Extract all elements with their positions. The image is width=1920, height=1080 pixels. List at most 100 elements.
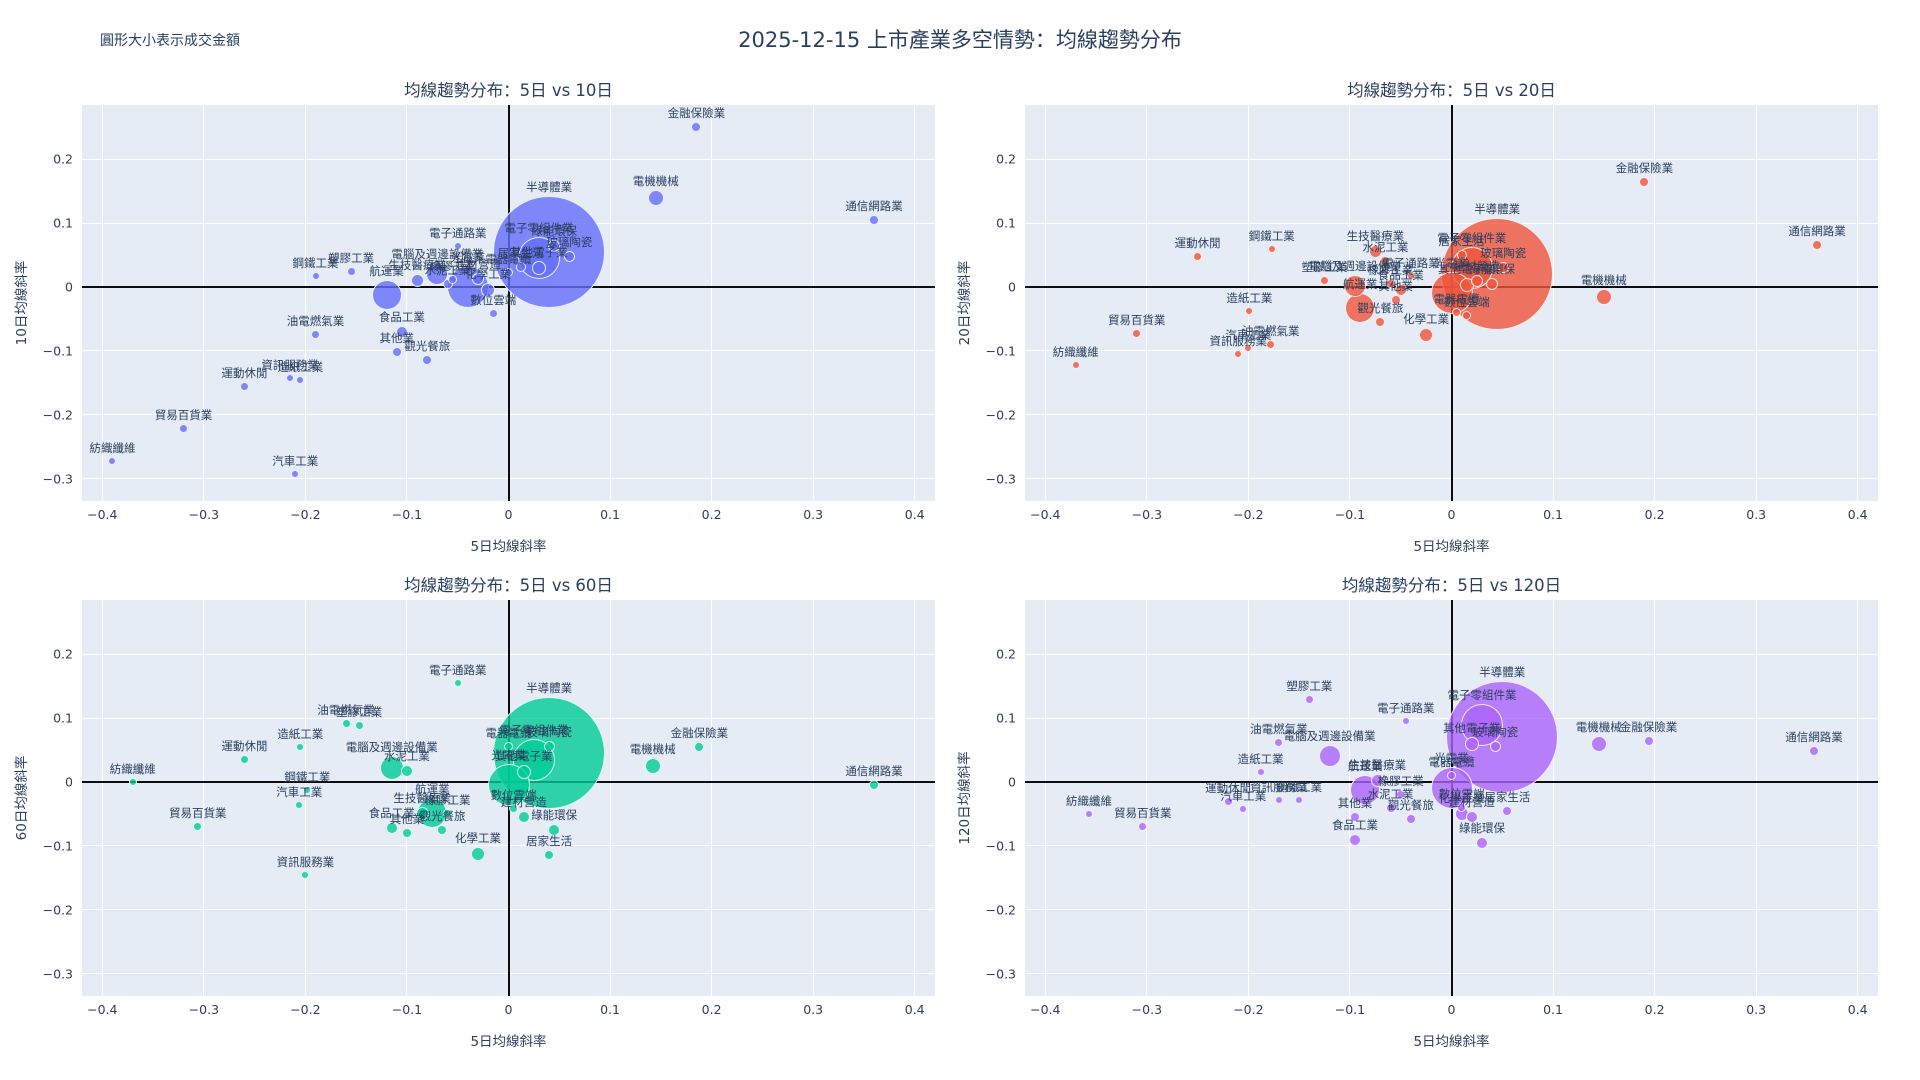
industry-bubble[interactable] <box>1812 239 1823 250</box>
industry-bubble[interactable] <box>1406 271 1415 280</box>
industry-bubble[interactable] <box>1396 790 1406 800</box>
industry-bubble[interactable] <box>286 373 295 382</box>
industry-bubble[interactable] <box>295 801 304 810</box>
industry-bubble[interactable] <box>1590 735 1607 752</box>
industry-bubble[interactable] <box>1318 745 1341 768</box>
industry-bubble[interactable] <box>354 721 364 731</box>
industry-bubble[interactable] <box>346 266 356 276</box>
industry-bubble[interactable] <box>453 241 462 250</box>
industry-bubble[interactable] <box>301 870 310 879</box>
industry-bubble[interactable] <box>548 823 561 836</box>
industry-bubble[interactable] <box>395 325 408 338</box>
industry-bubble[interactable] <box>1419 327 1434 342</box>
industry-bubble[interactable] <box>1489 740 1501 752</box>
industry-bubble[interactable] <box>1470 274 1483 287</box>
industry-bubble[interactable] <box>1245 307 1254 316</box>
industry-bubble[interactable] <box>1452 308 1462 318</box>
industry-bubble[interactable] <box>1456 250 1467 261</box>
industry-bubble[interactable] <box>1401 717 1410 726</box>
industry-bubble[interactable] <box>543 741 555 753</box>
industry-bubble[interactable] <box>437 824 448 835</box>
industry-bubble[interactable] <box>481 283 496 298</box>
industry-bubble[interactable] <box>647 189 664 206</box>
industry-bubble[interactable] <box>471 847 486 862</box>
industry-bubble[interactable] <box>1370 773 1384 787</box>
industry-bubble[interactable] <box>504 742 513 752</box>
industry-bubble[interactable] <box>303 785 312 794</box>
industry-bubble[interactable] <box>379 755 404 780</box>
industry-bubble[interactable] <box>1267 244 1276 253</box>
industry-bubble[interactable] <box>1386 279 1396 289</box>
industry-bubble[interactable] <box>415 807 429 821</box>
industry-bubble[interactable] <box>400 764 413 777</box>
industry-bubble[interactable] <box>1385 802 1396 813</box>
industry-bubble[interactable] <box>1639 176 1650 187</box>
industry-bubble[interactable] <box>1447 771 1456 781</box>
industry-bubble[interactable] <box>1274 795 1283 804</box>
industry-bubble[interactable] <box>517 811 530 824</box>
industry-bubble[interactable] <box>1643 735 1654 746</box>
industry-bubble[interactable] <box>509 804 519 814</box>
industry-bubble[interactable] <box>472 273 485 286</box>
industry-bubble[interactable] <box>453 679 462 688</box>
industry-bubble[interactable] <box>401 828 412 839</box>
industry-bubble[interactable] <box>1223 796 1233 806</box>
industry-bubble[interactable] <box>239 381 249 391</box>
industry-bubble[interactable] <box>1239 804 1248 813</box>
industry-bubble[interactable] <box>644 758 661 775</box>
industry-bubble[interactable] <box>1344 274 1367 297</box>
industry-bubble[interactable] <box>1595 289 1612 306</box>
industry-bubble[interactable] <box>1193 251 1203 261</box>
industry-bubble[interactable] <box>548 239 561 252</box>
industry-bubble[interactable] <box>1244 344 1253 353</box>
industry-bubble[interactable] <box>1486 277 1499 290</box>
industry-bubble[interactable] <box>1274 737 1284 747</box>
industry-bubble[interactable] <box>239 755 249 765</box>
industry-bubble[interactable] <box>128 778 137 787</box>
industry-bubble[interactable] <box>1234 350 1243 359</box>
industry-bubble[interactable] <box>691 122 702 133</box>
industry-bubble[interactable] <box>341 718 351 728</box>
industry-bubble[interactable] <box>1390 294 1401 305</box>
industry-bubble[interactable] <box>371 280 402 311</box>
industry-bubble[interactable] <box>1071 360 1080 369</box>
industry-bubble[interactable] <box>1464 736 1479 751</box>
industry-bubble[interactable] <box>422 355 433 366</box>
industry-bubble[interactable] <box>488 309 498 319</box>
industry-bubble[interactable] <box>1809 746 1820 757</box>
industry-bubble[interactable] <box>1394 284 1407 297</box>
industry-bubble[interactable] <box>531 260 546 275</box>
industry-bubble[interactable] <box>504 268 513 278</box>
industry-bubble[interactable] <box>417 797 448 828</box>
industry-bubble[interactable] <box>291 469 300 478</box>
industry-bubble[interactable] <box>296 375 305 384</box>
industry-bubble[interactable] <box>1462 311 1472 321</box>
industry-bubble[interactable] <box>1266 340 1276 350</box>
industry-bubble[interactable] <box>1349 833 1362 846</box>
industry-bubble[interactable] <box>516 765 531 780</box>
industry-bubble[interactable] <box>544 850 555 861</box>
industry-bubble[interactable] <box>1350 812 1361 823</box>
industry-bubble[interactable] <box>515 261 526 272</box>
industry-bubble[interactable] <box>1345 293 1376 324</box>
industry-bubble[interactable] <box>1405 814 1416 825</box>
industry-bubble[interactable] <box>311 330 321 340</box>
industry-bubble[interactable] <box>563 250 575 262</box>
industry-bubble[interactable] <box>869 780 880 791</box>
industry-bubble[interactable] <box>1132 329 1142 339</box>
industry-bubble[interactable] <box>1320 276 1330 286</box>
industry-bubble[interactable] <box>694 741 705 752</box>
industry-bubble[interactable] <box>1084 809 1093 818</box>
industry-bubble[interactable] <box>1368 245 1382 259</box>
industry-bubble[interactable] <box>426 263 449 286</box>
industry-bubble[interactable] <box>869 214 880 225</box>
industry-bubble[interactable] <box>1465 811 1478 824</box>
industry-bubble[interactable] <box>108 456 117 465</box>
industry-bubble[interactable] <box>1457 803 1467 813</box>
industry-bubble[interactable] <box>1475 836 1488 849</box>
industry-bubble[interactable] <box>391 347 402 358</box>
industry-bubble[interactable] <box>1295 795 1304 804</box>
industry-bubble[interactable] <box>385 822 398 835</box>
industry-bubble[interactable] <box>1304 694 1314 704</box>
industry-bubble[interactable] <box>1502 805 1513 816</box>
